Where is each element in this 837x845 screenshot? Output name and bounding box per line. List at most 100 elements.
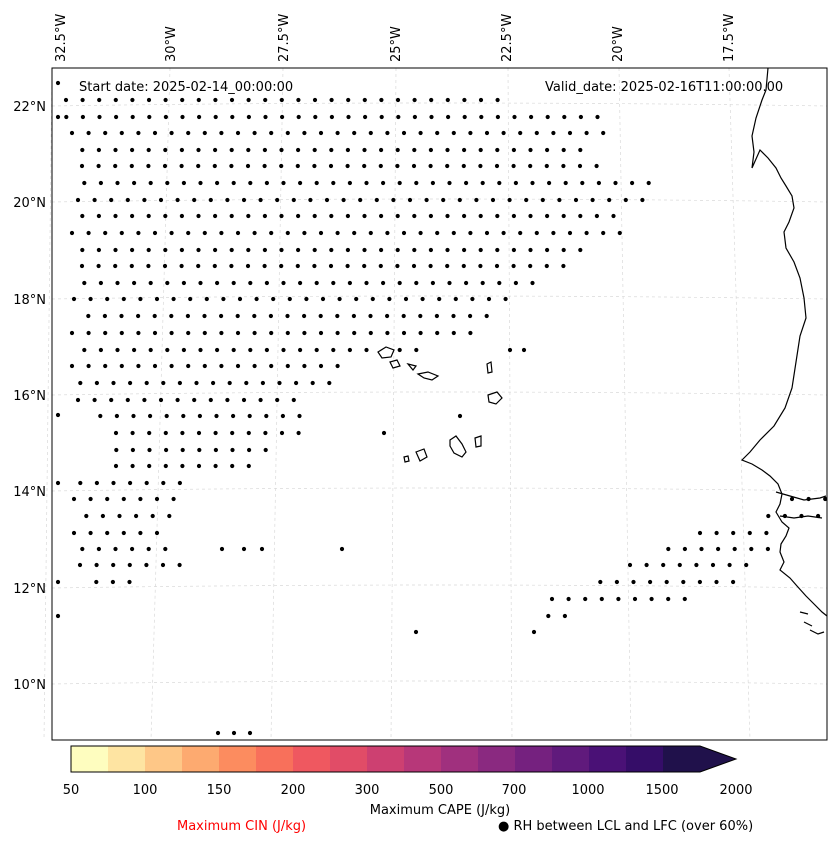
rh-dot (114, 413, 119, 419)
lon-label: 27.5°W (277, 14, 292, 62)
rh-dot (677, 562, 682, 568)
rh-dot (247, 447, 252, 453)
rh-dot (329, 114, 334, 120)
rh-dot (219, 313, 224, 319)
rh-dot (457, 413, 463, 419)
rh-dot (113, 247, 118, 253)
rh-dot (92, 197, 97, 203)
rh-dot (219, 546, 225, 552)
rh-dot (530, 180, 535, 186)
rh-dot (478, 247, 483, 253)
rh-dot (150, 513, 155, 519)
rh-dot (96, 263, 101, 269)
rh-dot (97, 97, 102, 103)
rh-dot (119, 330, 124, 336)
rh-dot (134, 513, 139, 519)
rh-dot (225, 397, 230, 403)
rh-dot (169, 330, 174, 336)
rh-dot (577, 163, 583, 169)
rh-dot (318, 313, 323, 319)
colorbar-segment (404, 746, 442, 772)
rh-dot (103, 130, 108, 136)
lon-label: 30°W (164, 26, 179, 62)
rh-dot (518, 230, 523, 236)
colorbar-tick-label: 300 (355, 783, 380, 798)
rh-dot (401, 230, 407, 236)
rh-dot (478, 263, 483, 269)
rh-dot (192, 397, 197, 403)
rh-dot (528, 263, 533, 269)
rh-dot (197, 114, 202, 120)
rh-dot (169, 230, 174, 236)
rh-dot (136, 313, 141, 319)
rh-dot (387, 296, 392, 302)
rh-dot (664, 579, 669, 585)
lon-labels: 32.5°W 30°W 27.5°W 25°W 22.5°W 20°W 17.5… (54, 14, 737, 62)
rh-dot (479, 114, 484, 120)
rh-dot (279, 263, 284, 269)
rh-dot (462, 147, 467, 153)
rh-dot-field (55, 80, 828, 736)
rh-dot (395, 263, 400, 269)
rh-dot (204, 296, 209, 302)
island-santa-luzia (406, 362, 418, 371)
rh-dot (138, 530, 143, 536)
rh-dot (428, 263, 433, 269)
rh-dot (470, 296, 475, 302)
rh-dot (146, 97, 152, 103)
rh-dot (623, 197, 628, 203)
rh-dot (241, 397, 247, 403)
rh-dot (132, 280, 137, 286)
rh-dot (215, 347, 220, 353)
rh-dot (254, 296, 259, 302)
rh-dot (55, 80, 61, 86)
rh-dot (545, 247, 550, 253)
lat-label: 14°N (13, 485, 46, 500)
lon-label: 17.5°W (722, 14, 737, 62)
rh-dot (98, 280, 103, 286)
rh-dot (121, 496, 126, 502)
gambia-river (779, 515, 823, 519)
rh-dot (246, 147, 251, 153)
colorbar-tick-label: 1500 (645, 783, 678, 798)
rh-dot (296, 247, 301, 253)
rh-dot (297, 413, 302, 419)
rh-dot (528, 213, 533, 219)
rh-dot (507, 347, 513, 353)
island-brava (403, 455, 410, 463)
rh-dot (231, 280, 236, 286)
rh-dot (302, 330, 307, 336)
rh-dot (335, 313, 340, 319)
rh-dot (407, 197, 413, 203)
rh-dot (113, 463, 119, 469)
rh-dot (186, 130, 191, 136)
rh-dot (368, 313, 373, 319)
rh-dot (219, 230, 224, 236)
rh-dot (130, 247, 135, 253)
rh-dot (285, 363, 290, 369)
rh-dot (468, 130, 473, 136)
rh-dot (397, 347, 402, 353)
rh-dot (225, 197, 230, 203)
rh-dot (765, 546, 771, 552)
rh-dot (551, 130, 556, 136)
rh-dot (296, 97, 301, 103)
rh-dot (648, 579, 653, 585)
colorbar-segment (182, 746, 220, 772)
rh-dot (169, 130, 174, 136)
rh-dot (197, 413, 202, 419)
rh-dot (302, 313, 307, 319)
rh-dot (362, 147, 367, 153)
rh-dot (268, 313, 273, 319)
rh-dot (219, 363, 224, 369)
rh-dot (345, 247, 350, 253)
rh-dot (314, 347, 319, 353)
cape-colorbar (70, 745, 738, 773)
rh-dot (202, 313, 207, 319)
rh-dot (244, 380, 249, 386)
rh-dot (385, 313, 390, 319)
rh-dot (451, 230, 456, 236)
rh-dot (345, 147, 350, 153)
rh-dot (378, 263, 383, 269)
colorbar-tick-label: 500 (429, 783, 454, 798)
